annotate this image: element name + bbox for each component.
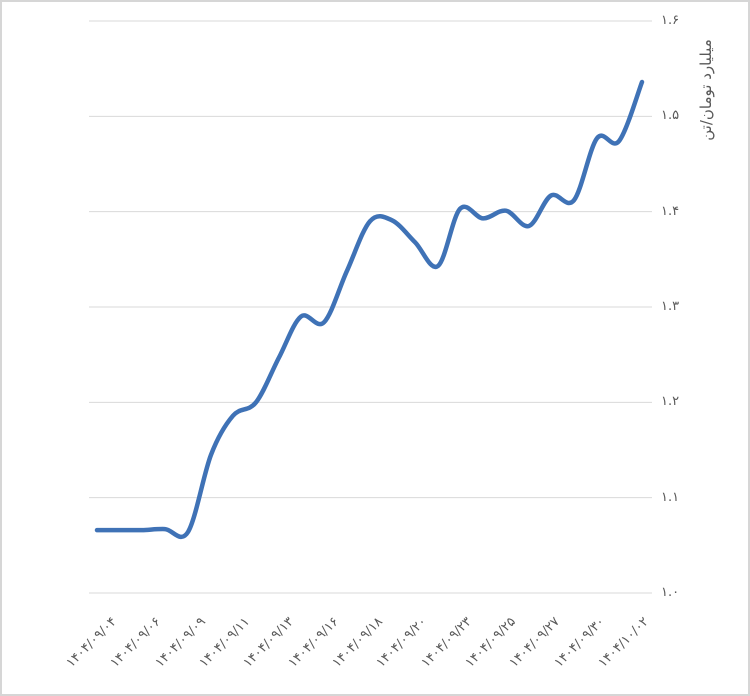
y-tick-label: ۱.۴ <box>661 203 680 219</box>
gridlines <box>89 20 652 594</box>
y-tick-label: ۱.۲ <box>661 394 680 410</box>
y-tick-label: ۱.۶ <box>661 13 680 29</box>
y-tick-label: ۱.۳ <box>661 299 680 314</box>
y-tick-label: ۱.۱ <box>661 489 680 505</box>
y-axis-title: میلیارد تومان/تن <box>697 39 715 141</box>
y-tick-label: ۱.۵ <box>661 108 680 124</box>
price-line <box>94 79 645 540</box>
y-tick-label: ۱.۰ <box>661 585 680 600</box>
